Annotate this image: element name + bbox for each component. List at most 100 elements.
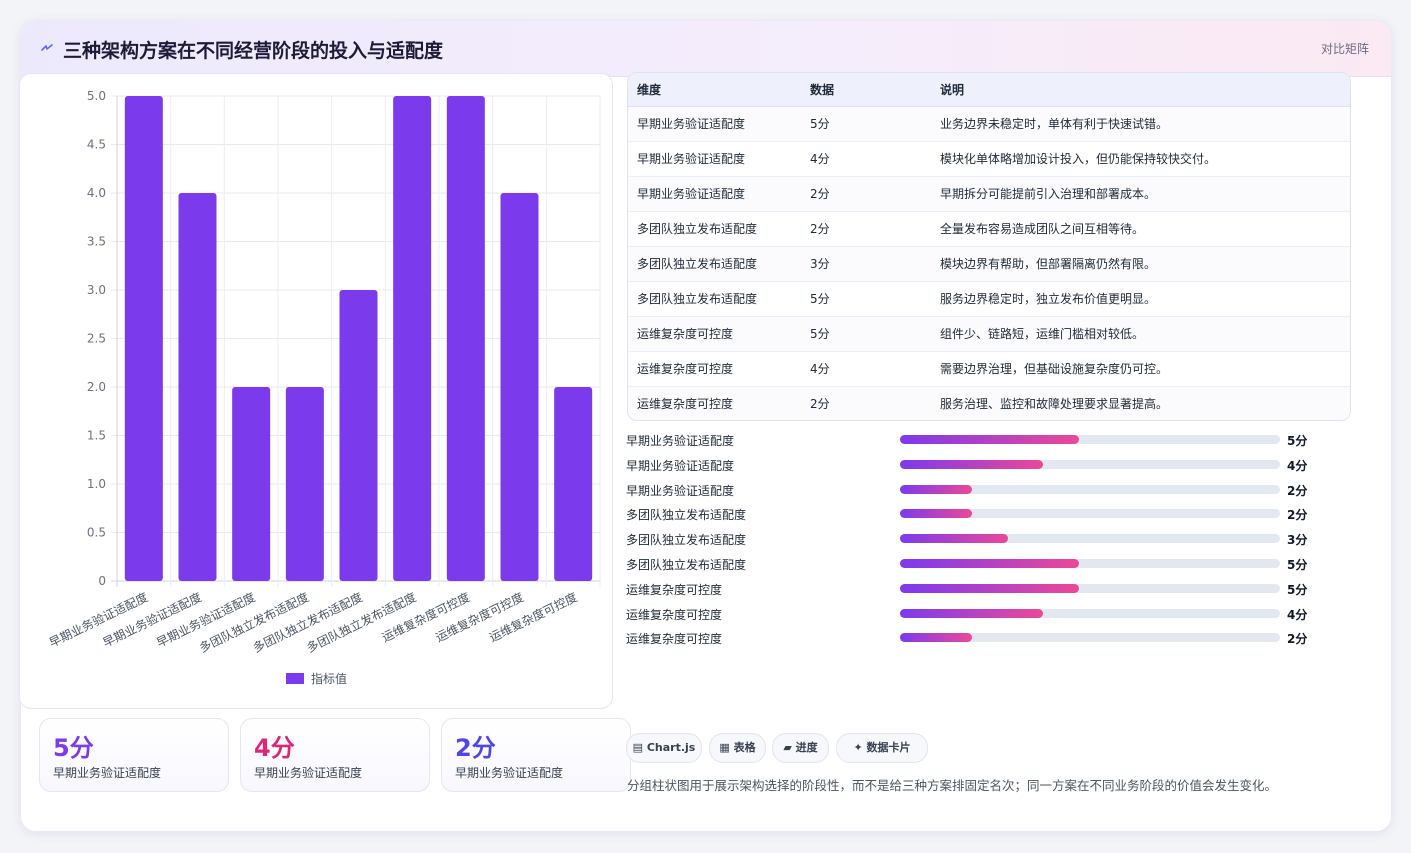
progress-track — [900, 484, 1280, 494]
table-row: 多团队独立发布适配度 3分 模块边界有帮助，但部署隔离仍然有限。 — [628, 246, 1350, 282]
progress-row: 多团队独立发布适配度 5分 — [626, 552, 1326, 577]
y-tick-label: 5.0 — [87, 89, 106, 103]
cell-data: 3分 — [801, 246, 931, 282]
cell-dimension: 多团队独立发布适配度 — [628, 281, 801, 317]
spark-icon — [41, 44, 53, 51]
progress-value: 2分 — [1287, 508, 1308, 523]
cell-desc: 业务边界未稳定时，单体有利于快速试错。 — [931, 106, 1350, 142]
progress-row: 多团队独立发布适配度 3分 — [626, 527, 1326, 552]
y-tick-label: 1.0 — [87, 477, 106, 491]
progress-value: 2分 — [1287, 632, 1308, 647]
progress-label: 早期业务验证适配度 — [626, 483, 735, 498]
progress-fill — [900, 484, 972, 494]
progress-track — [900, 558, 1280, 568]
progress-track — [900, 435, 1280, 444]
progress-row: 运维复杂度可控度 5分 — [626, 577, 1326, 602]
progress-list: 早期业务验证适配度 5分 早期业务验证适配度 4分 早期业务验证适配度 2分 多团队独立发布… — [626, 428, 1326, 651]
y-tick-label: 3.5 — [87, 235, 106, 249]
kpi-value-1: 5分 — [53, 734, 94, 762]
kpi-card-3: 2分 早期业务验证适配度 — [441, 718, 631, 792]
progress-value: 5分 — [1287, 434, 1308, 448]
table-row: 多团队独立发布适配度 5分 服务边界稳定时，独立发布价值更明显。 — [628, 281, 1350, 317]
progress-fill — [900, 633, 972, 643]
x-tick-label: 早期业务验证适配度 — [100, 589, 204, 650]
y-tick-label: 4.5 — [87, 138, 106, 152]
table-row: 早期业务验证适配度 4分 模块化单体略增加设计投入，但仍能保持较快交付。 — [628, 141, 1350, 177]
table-row: 运维复杂度可控度 5分 组件少、链路短，运维门槛相对较低。 — [628, 316, 1350, 352]
kpi-card-2: 4分 早期业务验证适配度 — [240, 718, 430, 792]
footnote: 分组柱状图用于展示架构选择的阶段性，而不是给三种方案排固定名次；同一方案在不同业… — [627, 778, 1278, 793]
cell-data: 2分 — [801, 176, 931, 212]
bar — [393, 96, 432, 581]
page-title: 三种架构方案在不同经营阶段的投入与适配度 — [63, 40, 444, 62]
progress-value: 5分 — [1287, 557, 1308, 572]
progress-fill — [900, 509, 972, 519]
progress-row: 运维复杂度可控度 4分 — [626, 602, 1326, 627]
progress-label: 早期业务验证适配度 — [626, 434, 735, 448]
header: 三种架构方案在不同经营阶段的投入与适配度 对比矩阵 — [21, 21, 1391, 77]
cell-dimension: 多团队独立发布适配度 — [628, 246, 801, 282]
cell-desc: 服务治理、监控和故障处理要求显著提高。 — [940, 397, 1169, 411]
cell-dimension: 多团队独立发布适配度 — [628, 211, 801, 247]
bar — [232, 387, 271, 581]
cell-desc: 模块化单体略增加设计投入，但仍能保持较快交付。 — [931, 141, 1350, 177]
progress-row: 早期业务验证适配度 4分 — [626, 453, 1326, 478]
progress-track — [900, 583, 1280, 593]
cell-desc: 早期拆分可能提前引入治理和部署成本。 — [931, 176, 1350, 212]
x-tick-label: 早期业务验证适配度 — [46, 589, 150, 650]
progress-label: 多团队独立发布适配度 — [626, 533, 747, 548]
col-header-dimension: 维度 — [628, 73, 801, 107]
progress-row: 运维复杂度可控度 2分 — [626, 626, 1326, 651]
progress-track — [900, 608, 1280, 618]
table-row: 运维复杂度可控度 2分 服务治理、监控和故障处理要求显著提高。 — [628, 386, 1350, 420]
progress-label: 运维复杂度可控度 — [626, 632, 723, 647]
y-tick-label: 0.5 — [87, 526, 106, 540]
progress-track — [900, 633, 1280, 643]
progress-fill — [900, 608, 1044, 618]
cell-data: 2分 — [810, 397, 830, 411]
bar — [285, 387, 324, 581]
kpi-card-1: 5分 早期业务验证适配度 — [39, 718, 229, 792]
bar — [178, 193, 217, 581]
cell-desc: 模块边界有帮助，但部署隔离仍然有限。 — [931, 246, 1350, 282]
cell-desc: 组件少、链路短，运维门槛相对较低。 — [931, 316, 1350, 352]
legend-swatch — [286, 673, 304, 684]
progress-label: 多团队独立发布适配度 — [626, 557, 747, 572]
progress-fill — [900, 459, 1044, 469]
progress-value: 4分 — [1287, 607, 1308, 622]
card-chip: ✦ 数据卡片 — [836, 733, 928, 763]
progress-chip: ▰ 进度 — [772, 733, 829, 763]
kpi-label-2: 早期业务验证适配度 — [254, 766, 363, 780]
col-header-data: 数据 — [801, 73, 931, 107]
x-tick-label: 运维复杂度可控度 — [379, 589, 472, 645]
table-row: 早期业务验证适配度 2分 早期拆分可能提前引入治理和部署成本。 — [628, 176, 1350, 212]
kpi-label-3: 早期业务验证适配度 — [455, 766, 564, 780]
bar — [124, 96, 163, 581]
progress-value: 4分 — [1287, 458, 1308, 473]
legend-label: 指标值 — [311, 671, 347, 686]
progress-label: 早期业务验证适配度 — [626, 458, 735, 473]
table-chip: ▦ 表格 — [709, 733, 766, 763]
x-tick-label: 运维复杂度可控度 — [487, 589, 580, 645]
table-row: 运维复杂度可控度 4分 需要边界治理，但基础设施复杂度仍可控。 — [628, 351, 1350, 387]
kpi-label-1: 早期业务验证适配度 — [53, 766, 162, 780]
progress-fill — [900, 558, 1080, 568]
progress-row: 早期业务验证适配度 2分 — [626, 478, 1326, 503]
cell-dimension: 运维复杂度可控度 — [637, 397, 734, 411]
y-tick-label: 2.5 — [87, 332, 106, 346]
cell-data: 5分 — [801, 281, 931, 317]
cell-dimension: 早期业务验证适配度 — [628, 176, 801, 212]
cell-dimension: 运维复杂度可控度 — [628, 316, 801, 352]
progress-fill — [900, 435, 1080, 444]
cell-dimension: 运维复杂度可控度 — [628, 351, 801, 387]
bar-chart: 5.0 4.5 4.0 3.5 3.0 2.5 2.0 1.5 1.0 0.5 0早期业务验证适配度… — [46, 89, 601, 686]
y-tick-label: 0 — [98, 574, 106, 588]
bar — [500, 193, 539, 581]
x-tick-label: 运维复杂度可控度 — [433, 589, 526, 645]
table-row: 早期业务验证适配度 5分 业务边界未稳定时，单体有利于快速试错。 — [628, 106, 1350, 142]
cell-desc: 需要边界治理，但基础设施复杂度仍可控。 — [931, 351, 1350, 387]
y-tick-label: 4.0 — [87, 186, 106, 200]
progress-fill — [900, 534, 1008, 544]
cell-desc: 全量发布容易造成团队之间互相等待。 — [931, 211, 1350, 247]
kpi-value-2: 4分 — [254, 734, 295, 762]
